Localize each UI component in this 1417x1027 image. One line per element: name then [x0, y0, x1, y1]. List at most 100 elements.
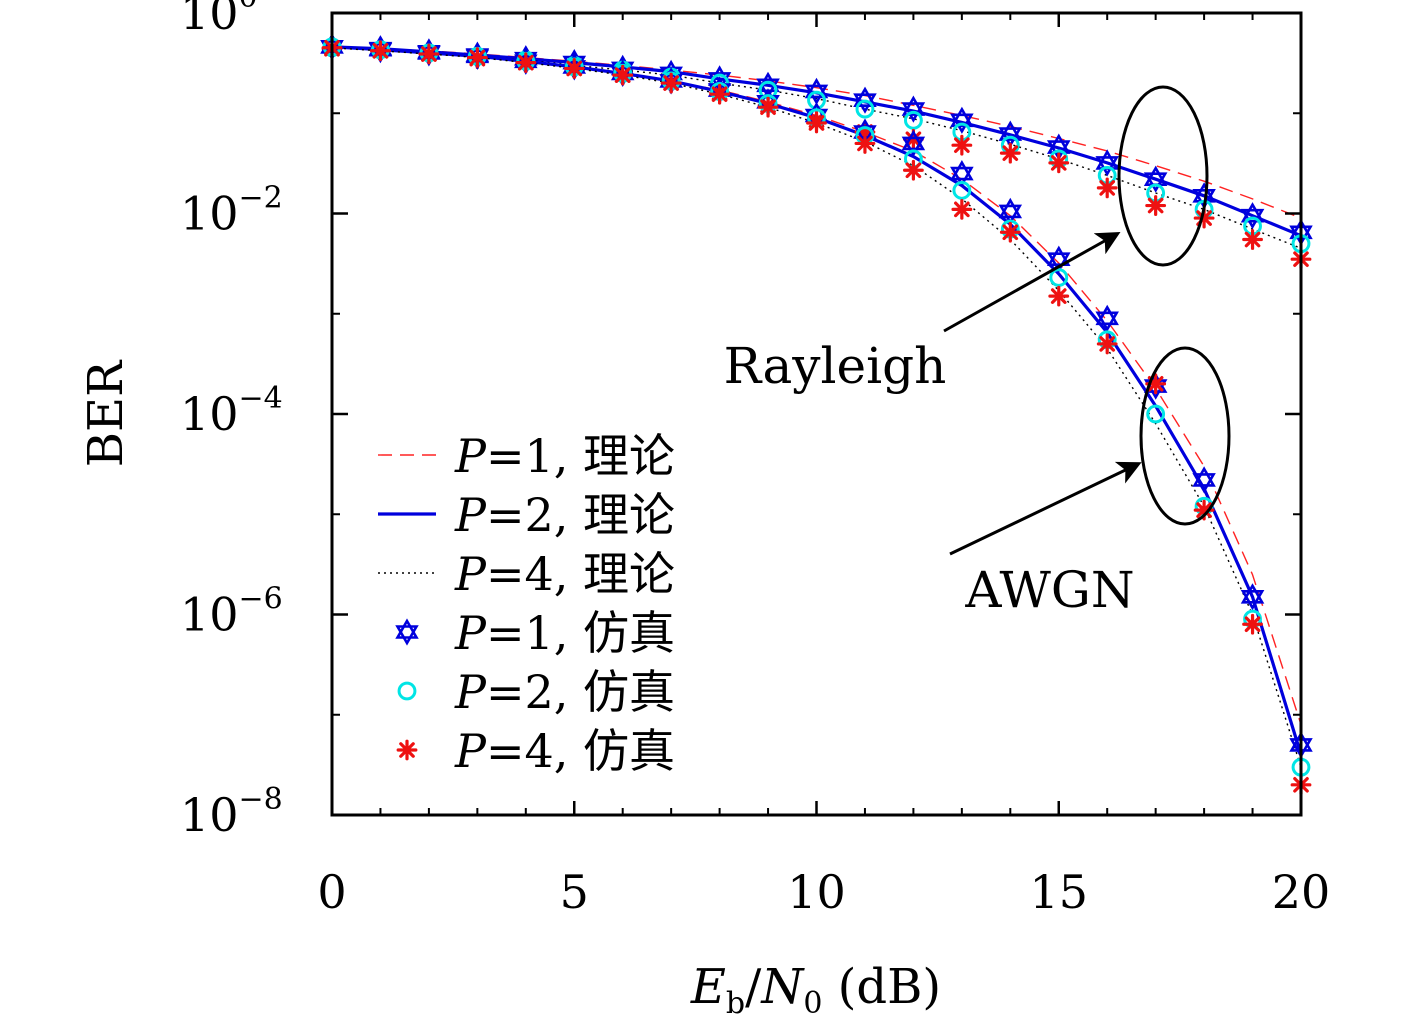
data-point — [854, 133, 876, 154]
data-point-tri-down — [1240, 589, 1265, 611]
data-point — [1095, 304, 1119, 332]
series-awgn-asterisk-11 — [321, 37, 1312, 796]
legend-entry: P=1, 理论 — [378, 429, 675, 483]
data-point-stroke — [1244, 616, 1261, 633]
y-tick-label: 10−4 — [180, 381, 283, 441]
data-point-stroke — [372, 42, 389, 59]
data-point-stroke — [469, 49, 486, 66]
data-point-tri-down — [950, 113, 974, 134]
series-rayleigh-dotted-2-line — [331, 47, 1302, 249]
data-point-tri-up — [1240, 202, 1265, 223]
legend-entry: P=2, 理论 — [378, 488, 675, 542]
data-point — [563, 58, 585, 79]
data-point — [709, 83, 731, 105]
data-point — [950, 160, 974, 188]
data-point — [999, 142, 1021, 164]
data-point — [951, 198, 973, 220]
data-point — [999, 221, 1021, 243]
x-axis-title: Eb/N0 (dB) — [690, 959, 941, 1021]
data-point-stroke — [760, 99, 776, 115]
data-point — [807, 90, 826, 110]
data-point-tri-up — [853, 86, 877, 107]
data-point-stroke — [1099, 336, 1116, 352]
data-point-stroke — [905, 131, 922, 148]
data-point — [1096, 177, 1118, 199]
data-point — [1146, 404, 1166, 424]
data-point — [660, 72, 682, 94]
data-point-tri-up — [998, 120, 1023, 141]
data-point — [1242, 229, 1263, 250]
data-point-tri-up — [1095, 304, 1119, 326]
legend: P=1, 理论P=2, 理论P=4, 理论P=1, 仿真P=2, 仿真P=4, … — [360, 425, 780, 785]
y-tick-label: 10−8 — [180, 782, 283, 842]
legend-swatch-marker — [396, 739, 418, 761]
legend-entry: P=1, 仿真 — [395, 606, 675, 660]
legend-entry: P=2, 仿真 — [397, 665, 675, 719]
legend-swatch-marker-stroke — [399, 742, 415, 758]
legend-entry: P=4, 理论 — [378, 547, 675, 601]
data-point — [515, 52, 537, 74]
data-point-tri-up — [998, 197, 1023, 219]
data-point — [901, 129, 926, 158]
data-point — [1046, 245, 1071, 273]
data-point-stroke — [1147, 197, 1164, 214]
data-point-stroke — [954, 137, 970, 154]
data-point — [1192, 466, 1216, 494]
data-point — [950, 106, 974, 134]
legend-swatch-marker — [395, 618, 419, 646]
y-axis-title: BER — [78, 359, 134, 467]
data-point-stroke — [1196, 502, 1212, 518]
data-point-stroke — [808, 115, 825, 131]
data-point-tri-up — [901, 129, 926, 151]
data-point-tri-down — [1192, 473, 1216, 494]
rayleigh-ellipse — [1117, 85, 1209, 267]
legend-label: P=1, 仿真 — [454, 606, 675, 660]
x-tick-label: 5 — [560, 865, 589, 919]
data-point-stroke — [905, 162, 922, 179]
data-point-stroke — [566, 60, 583, 77]
data-point — [998, 120, 1023, 148]
rayleigh-arrow — [943, 232, 1121, 333]
data-point-stroke — [614, 67, 631, 83]
data-point-tri-down — [950, 166, 974, 188]
data-point — [902, 159, 924, 181]
series-layer — [320, 33, 1313, 796]
x-tick-label: 20 — [1272, 865, 1331, 919]
data-point-tri-down — [998, 127, 1023, 148]
data-point-stroke — [711, 86, 728, 102]
data-point-stroke — [1147, 375, 1164, 392]
data-point — [1242, 613, 1263, 635]
data-point-tri-down — [998, 204, 1023, 226]
data-point — [951, 134, 973, 156]
data-point — [1145, 195, 1167, 216]
data-point — [1096, 333, 1118, 355]
legend-swatch-marker-tri-up — [395, 618, 419, 639]
legend-label: P=2, 理论 — [454, 488, 675, 542]
data-point-tri-up — [1046, 245, 1071, 267]
data-point-stroke — [1099, 180, 1116, 196]
data-point — [466, 47, 488, 68]
data-point — [1240, 583, 1265, 611]
annotation-layer: Rayleigh AWGN — [724, 85, 1231, 619]
data-point — [757, 96, 779, 118]
awgn-label: AWGN — [964, 561, 1134, 619]
data-point-stroke — [857, 135, 873, 152]
legend-swatch-marker-tri-down — [395, 625, 419, 646]
data-point-stroke — [1050, 155, 1067, 171]
legend-label: P=1, 理论 — [454, 429, 675, 483]
data-point — [901, 95, 926, 123]
data-point — [418, 43, 440, 65]
awgn-ellipse — [1139, 346, 1231, 526]
data-point-tri-down — [901, 136, 926, 158]
legend-entry: P=4, 仿真 — [396, 724, 675, 778]
data-point-tri-down — [1143, 172, 1168, 193]
data-point-tri-up — [804, 77, 829, 99]
data-point-tri-up — [901, 95, 926, 116]
data-point-tri-up — [1240, 583, 1265, 604]
y-tick-label: 100 — [180, 0, 258, 40]
data-point-stroke — [1050, 288, 1067, 304]
data-point — [370, 40, 391, 62]
data-point — [1048, 152, 1070, 174]
data-point-tri-down — [1046, 252, 1071, 273]
